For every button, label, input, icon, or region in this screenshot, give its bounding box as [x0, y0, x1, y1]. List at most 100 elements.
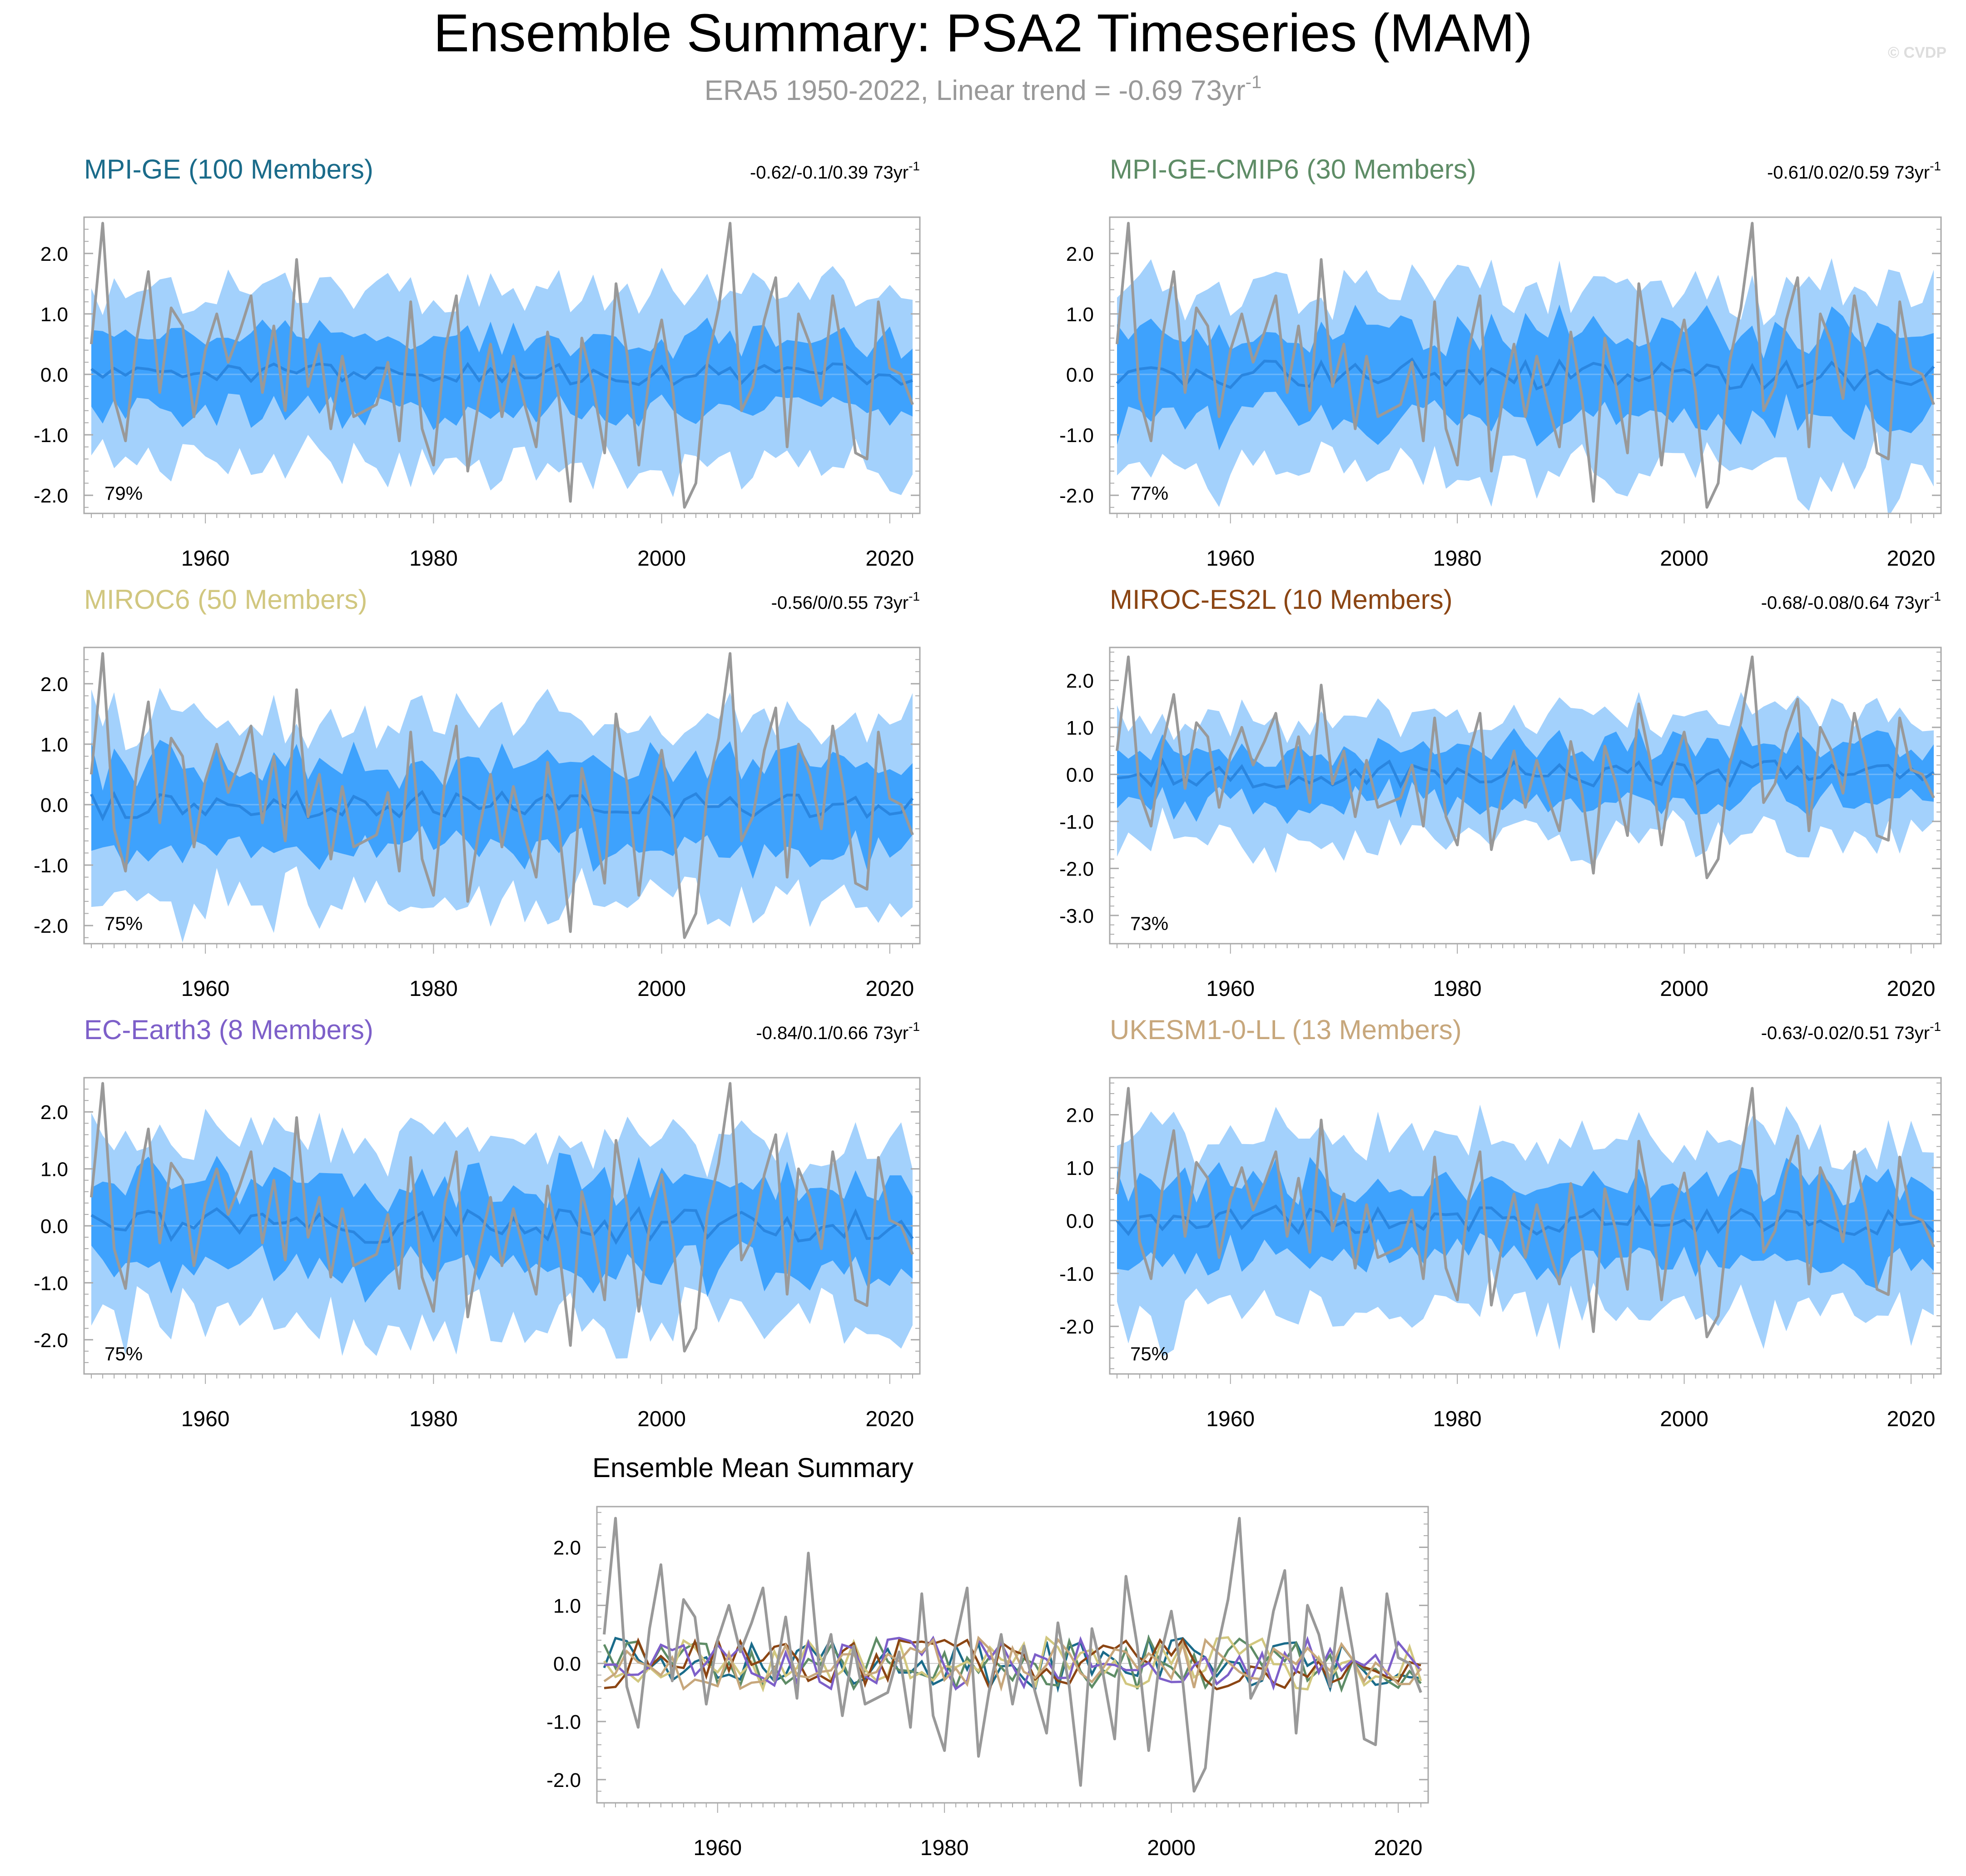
y-tick-label: 2.0 [553, 1537, 581, 1559]
panel-ec-earth3: 2.0 1.0 0.0 -1.0 -2.0 1960 1980 2000 2020 EC-Eart… [34, 1015, 921, 1431]
obs-line [90, 652, 914, 939]
y-tick-label: -2.0 [34, 485, 68, 507]
plot-area [1110, 1087, 1941, 1357]
panel-title: EC-Earth3 (8 Members) [84, 1015, 373, 1045]
panel-miroc6: 2.0 1.0 0.0 -1.0 -2.0 1960 1980 2000 2020 MIROC6 … [34, 584, 921, 1001]
y-tick-label: -1.0 [546, 1711, 581, 1733]
panel-percent: 75% [104, 913, 143, 934]
y-tick-label: 2.0 [40, 673, 68, 696]
y-tick-label: 0.0 [553, 1653, 581, 1675]
x-tick-label: 2000 [1660, 977, 1708, 1001]
obs-line [90, 222, 914, 509]
panel-percent: 77% [1130, 483, 1168, 504]
y-tick-label: 1.0 [40, 734, 68, 756]
plot-area [84, 1082, 920, 1359]
trend-text: -0.62/-0.1/0.39 73yr [750, 163, 909, 183]
panel-percent: 73% [1130, 913, 1168, 934]
panel-mpi-ge-cmip6: 2.0 1.0 0.0 -1.0 -2.0 1960 1980 2000 2020 MPI-GE-… [1059, 154, 1942, 571]
panel-trend: -0.56/0/0.55 73yr-1 [771, 589, 920, 613]
y-tick-label: 1.0 [40, 1159, 68, 1181]
x-tick-label: 2020 [865, 977, 914, 1001]
y-tick-label: 0.0 [1066, 364, 1094, 386]
x-tick-label: 2000 [637, 547, 686, 571]
y-tick-label: 1.0 [40, 304, 68, 326]
y-tick-label: 2.0 [1066, 670, 1094, 692]
trend-text: -0.84/0.1/0.66 73yr [756, 1023, 909, 1043]
x-tick-label: 2000 [1660, 1407, 1708, 1431]
x-tick-label: 1960 [181, 547, 230, 571]
panel-title: MPI-GE-CMIP6 (30 Members) [1110, 154, 1476, 184]
series-line-ukesm1-0-ll [603, 1635, 1422, 1692]
y-tick-label: 2.0 [1066, 1105, 1094, 1127]
plot-area [84, 222, 920, 509]
y-tick-label: -2.0 [34, 915, 68, 937]
trend-exponent: -1 [1930, 159, 1941, 173]
y-tick-label: -1.0 [34, 855, 68, 877]
x-tick-label: 1960 [1206, 977, 1255, 1001]
trend-exponent: -1 [1930, 589, 1941, 603]
ensemble-mean-line [90, 362, 913, 387]
panel-miroc-es2l: 2.0 1.0 0.0 -1.0 -2.0 -3.0 1960 1980 2000 2020 MIR… [1059, 584, 1942, 1001]
y-tick-label: -2.0 [1059, 858, 1094, 880]
panel-mpi-ge: 2.0 1.0 0.0 -1.0 -2.0 1960 1980 2000 2020 MPI-GE … [34, 154, 921, 571]
x-tick-label: 2020 [1887, 977, 1936, 1001]
subtitle-text: ERA5 1950-2022, Linear trend = -0.69 73y… [705, 75, 1246, 106]
obs-line [1116, 1087, 1935, 1339]
ensemble-mean-line [90, 1206, 914, 1245]
y-tick-label: 1.0 [1066, 717, 1094, 739]
y-tick-label: -1.0 [34, 424, 68, 447]
trend-text: -0.56/0/0.55 73yr [771, 593, 909, 613]
plot-area [84, 652, 920, 943]
y-tick-label: 0.0 [1066, 764, 1094, 786]
panel-trend: -0.63/-0.02/0.51 73yr-1 [1761, 1020, 1941, 1043]
ensemble-mean-line [1117, 757, 1935, 789]
x-tick-label: 1980 [1433, 977, 1482, 1001]
x-tick-label: 1980 [1433, 1407, 1482, 1431]
y-tick-label: -1.0 [1059, 424, 1094, 447]
trend-exponent: -1 [909, 159, 920, 173]
y-tick-label: 0.0 [1066, 1210, 1094, 1232]
plot-area [1110, 222, 1941, 513]
y-tick-label: -1.0 [1059, 1263, 1094, 1285]
panel-title: Ensemble Mean Summary [592, 1453, 913, 1483]
figure-subtitle: ERA5 1950-2022, Linear trend = -0.69 73y… [705, 72, 1261, 106]
y-tick-label: 0.0 [40, 1215, 68, 1238]
y-tick-label: 1.0 [553, 1595, 581, 1617]
band-inner [91, 740, 913, 879]
x-tick-label: 2000 [1147, 1836, 1196, 1860]
figure-title: Ensemble Summary: PSA2 Timeseries (MAM) [433, 3, 1533, 63]
y-tick-label: 2.0 [40, 243, 68, 265]
panel-percent: 79% [104, 483, 143, 504]
y-tick-label: -2.0 [1059, 485, 1094, 507]
ensemble-mean-line [1116, 357, 1935, 392]
panel-title: MIROC-ES2L (10 Members) [1110, 584, 1453, 615]
y-tick-label: 0.0 [40, 364, 68, 386]
series-line-miroc6 [603, 1635, 1422, 1692]
obs-line [1116, 655, 1935, 880]
obs-line [603, 1517, 1422, 1793]
panel-title: MIROC6 (50 Members) [84, 584, 367, 615]
x-tick-label: 2020 [865, 547, 914, 571]
y-tick-label: 0.0 [40, 794, 68, 816]
ensemble-mean-line [90, 790, 914, 821]
y-tick-label: 1.0 [1066, 304, 1094, 326]
y-tick-label: -3.0 [1059, 905, 1094, 927]
x-tick-label: 2020 [1374, 1836, 1423, 1860]
x-tick-label: 1980 [409, 547, 458, 571]
trend-text: -0.61/0.02/0.59 73yr [1767, 163, 1930, 183]
panel-percent: 75% [104, 1343, 143, 1364]
y-tick-label: -2.0 [546, 1769, 581, 1791]
x-tick-label: 2020 [1887, 547, 1936, 571]
x-tick-label: 1960 [1206, 1407, 1255, 1431]
panel-title: MPI-GE (100 Members) [84, 154, 373, 184]
ensemble-mean-line [1116, 1204, 1935, 1236]
x-tick-label: 1960 [181, 977, 230, 1001]
panel-trend: -0.62/-0.1/0.39 73yr-1 [750, 159, 920, 183]
trend-exponent: -1 [909, 589, 920, 603]
y-tick-label: -1.0 [1059, 811, 1094, 833]
x-tick-label: 1980 [1433, 547, 1482, 571]
x-tick-label: 2020 [865, 1407, 914, 1431]
panel-trend: -0.61/0.02/0.59 73yr-1 [1767, 159, 1941, 183]
x-tick-label: 1980 [920, 1836, 969, 1860]
